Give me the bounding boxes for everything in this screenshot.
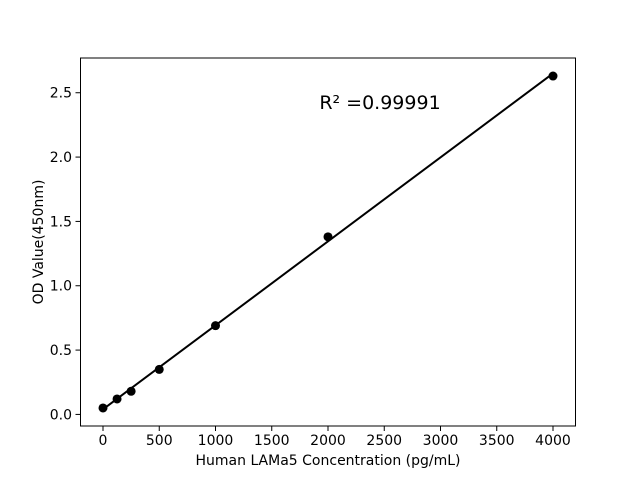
data-series [98,71,558,413]
y-tick-label: 0.0 [50,407,72,423]
x-axis-ticks: 0 500 1000 1500 2000 2500 3000 3500 4000 [99,426,571,449]
x-tick-label: 1500 [254,433,290,449]
data-point [323,232,333,242]
x-tick-label: 3500 [479,433,515,449]
y-tick-label: 2.5 [50,86,72,102]
data-point [548,71,558,81]
y-tick-label: 2.0 [50,150,72,166]
x-tick-label: 500 [146,433,173,449]
data-point [211,321,220,331]
y-tick-label: 1.5 [50,214,72,230]
x-axis-label: Human LAMa5 Concentration (pg/mL) [196,453,461,469]
x-tick-label: 2000 [310,433,346,449]
x-tick-label: 1000 [198,433,234,449]
data-point [154,364,164,374]
x-tick-label: 2500 [366,433,402,449]
x-tick-label: 4000 [535,433,571,449]
regression-line [102,72,554,411]
y-axis-ticks: 0.0 0.5 1.0 1.5 2.0 2.5 [50,86,81,423]
data-point [112,394,122,404]
data-point [126,386,136,396]
y-axis-label: OD Value(450nm) [31,180,47,305]
data-point [98,403,108,413]
y-tick-label: 0.5 [50,343,72,359]
x-tick-label: 0 [99,433,108,449]
r-squared-annotation: R² =0.99991 [319,92,440,114]
y-tick-label: 1.0 [50,279,72,295]
x-tick-label: 3000 [423,433,459,449]
